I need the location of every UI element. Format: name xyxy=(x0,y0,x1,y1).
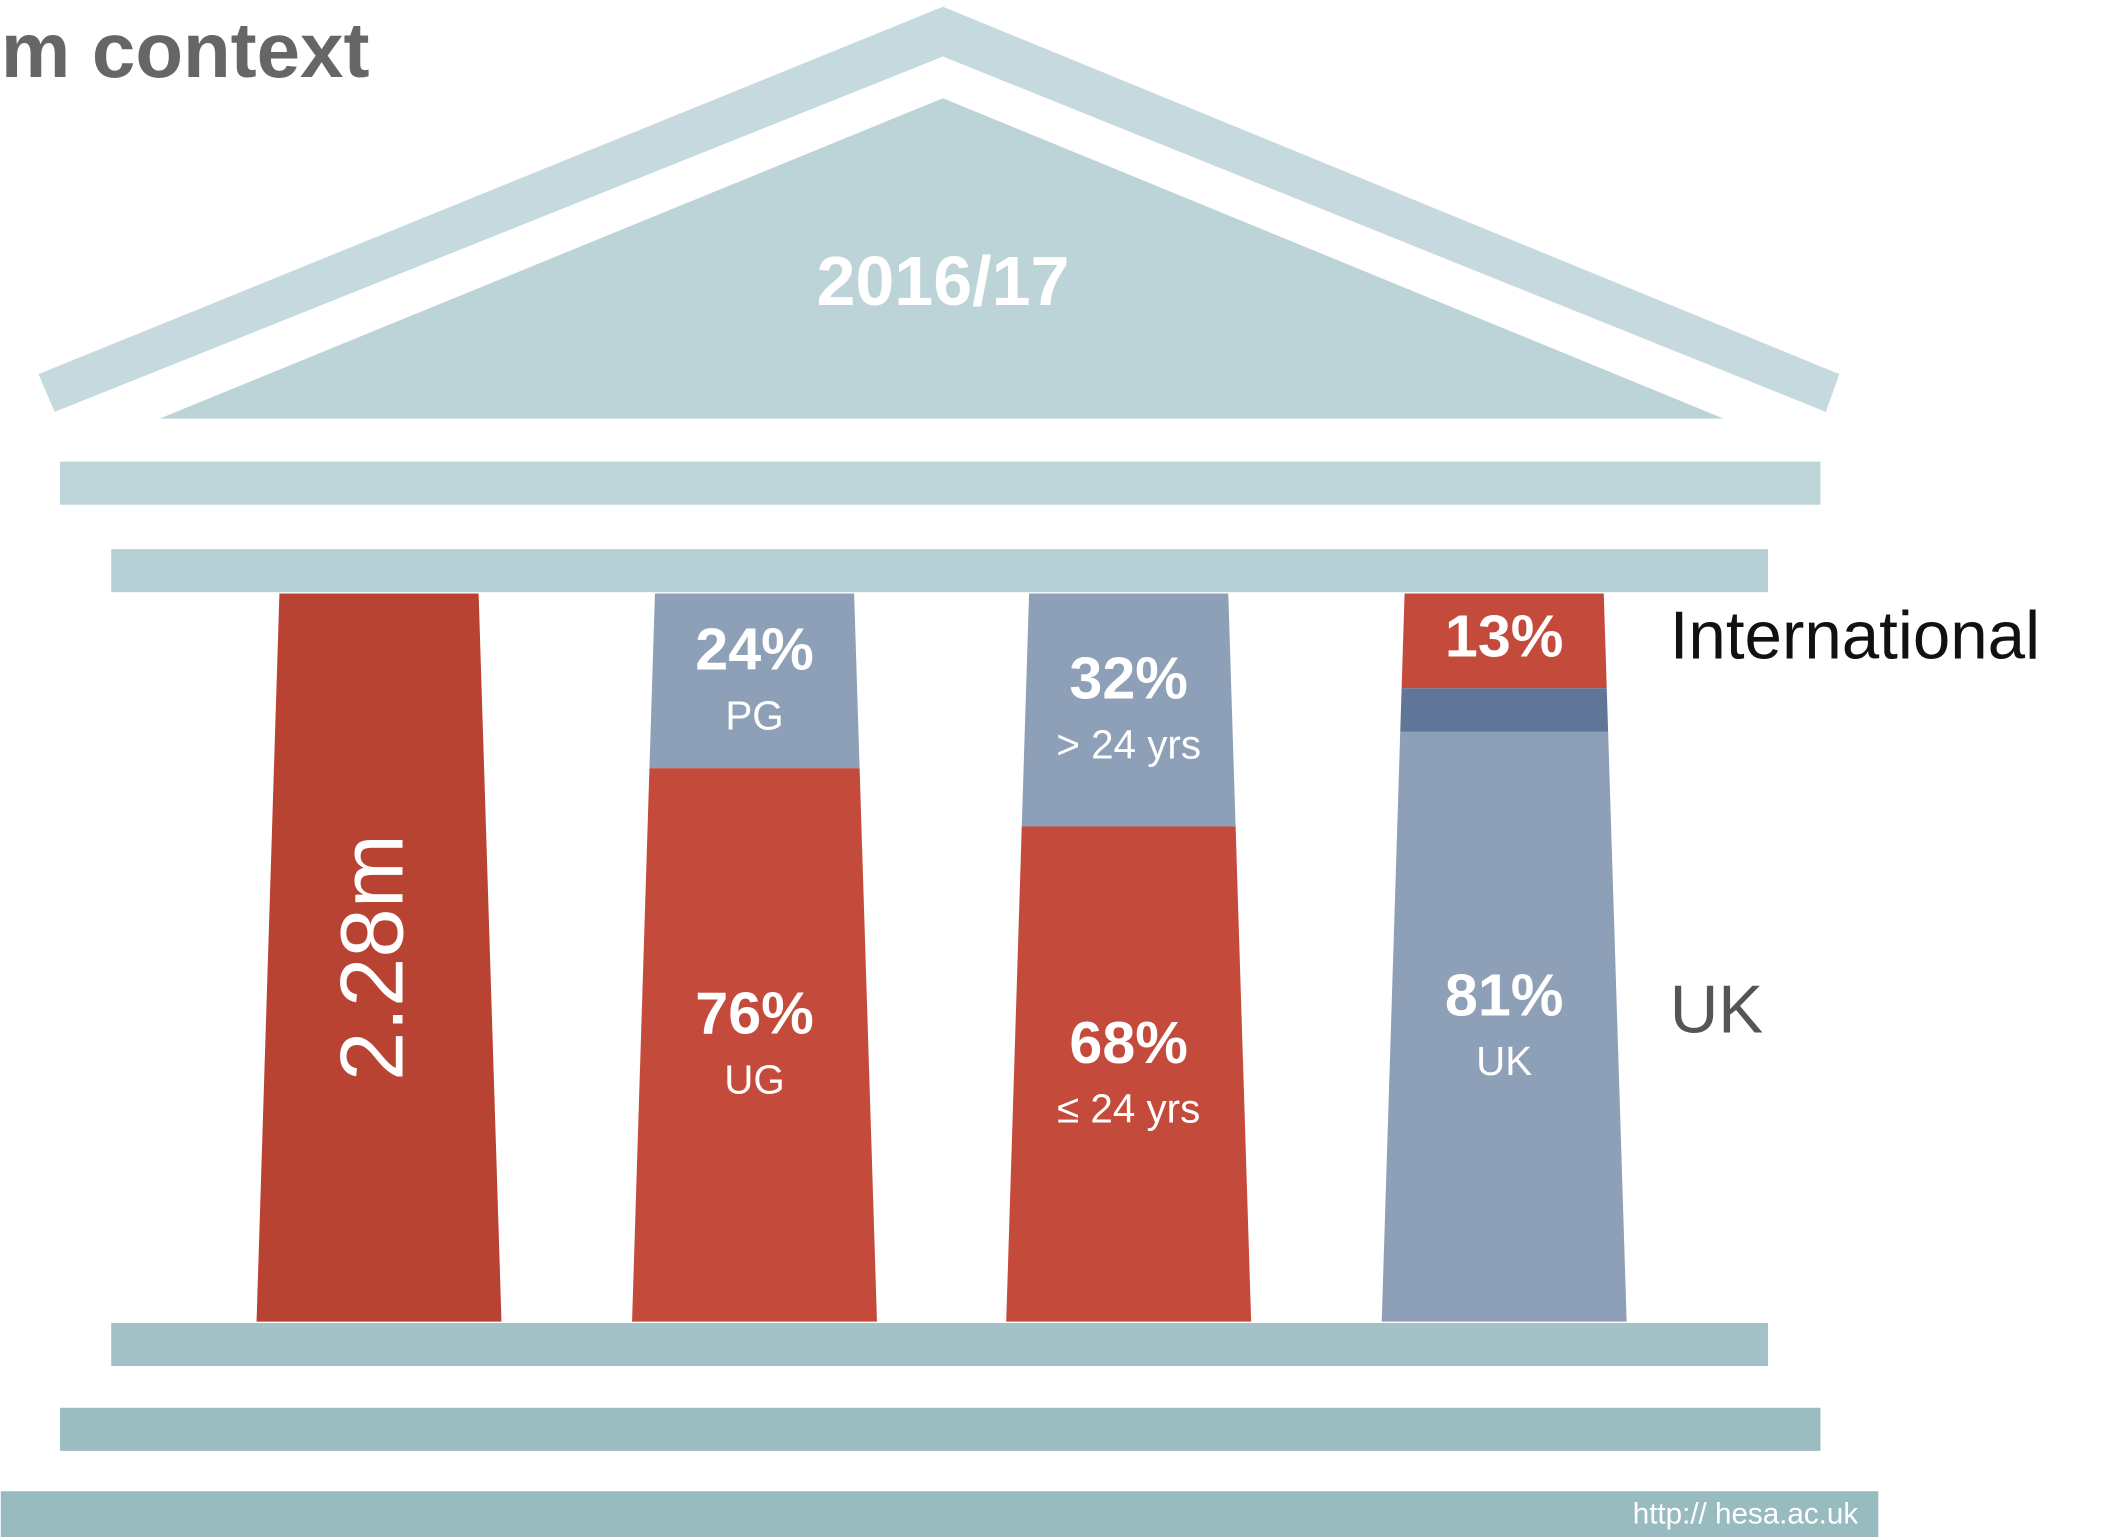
footer: http:// hesa.ac.uk xyxy=(1633,1497,1859,1530)
value-label: 76% xyxy=(695,980,814,1047)
year: 2016/17 xyxy=(816,242,1069,320)
roof-inner xyxy=(159,98,1724,419)
capital xyxy=(111,549,1768,593)
side-label: UK xyxy=(1670,973,1764,1048)
pillar-segment xyxy=(1401,593,1607,689)
side-label: International xyxy=(1670,598,2040,673)
title: m context xyxy=(1,6,370,94)
segment-label: UG xyxy=(724,1056,785,1102)
value-label: 24% xyxy=(695,616,814,683)
base-step xyxy=(60,1407,1821,1451)
entablature xyxy=(60,461,1821,505)
pillar-segment xyxy=(256,593,502,1322)
segment-label: PG xyxy=(725,692,783,738)
pillar-total: 2.28m xyxy=(322,834,421,1081)
segment-label: ≤ 24 yrs xyxy=(1057,1085,1200,1131)
segment-label: UK xyxy=(1476,1038,1532,1084)
segment-label: > 24 yrs xyxy=(1056,721,1201,767)
base-step xyxy=(0,1491,1879,1537)
value-label: 32% xyxy=(1069,645,1188,712)
value-label: 68% xyxy=(1069,1009,1188,1076)
value-label: 13% xyxy=(1445,603,1564,670)
pillar-segment xyxy=(1381,731,1627,1322)
value-label: 81% xyxy=(1445,961,1564,1028)
pillar-segment xyxy=(649,593,860,769)
pillar-segment xyxy=(1021,593,1236,827)
pillar-segment xyxy=(1006,826,1252,1322)
base-step xyxy=(111,1323,1768,1367)
pillar-segment xyxy=(632,768,877,1322)
pillar-segment xyxy=(1400,688,1609,732)
